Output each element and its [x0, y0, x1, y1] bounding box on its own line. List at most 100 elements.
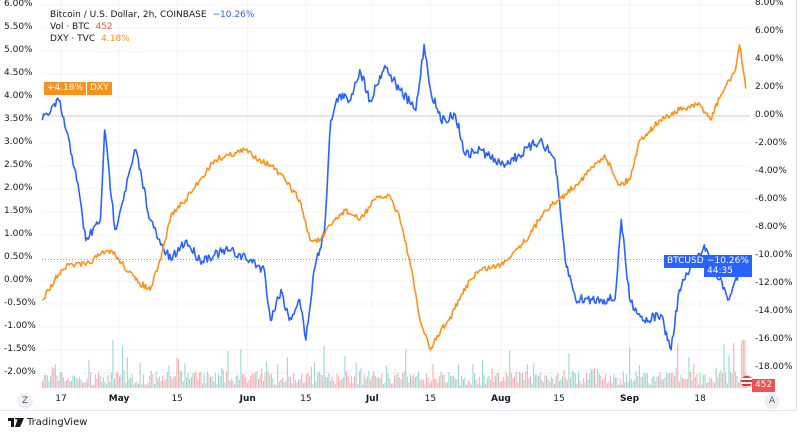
- volume-bar: [565, 377, 567, 388]
- volume-bar: [490, 380, 492, 388]
- volume-bar: [219, 376, 221, 388]
- auto-scale-button[interactable]: A: [764, 393, 780, 409]
- volume-bar: [637, 375, 639, 388]
- volume-bar: [722, 373, 724, 388]
- volume-bar: [648, 383, 650, 388]
- volume-bar: [354, 376, 356, 388]
- volume-bar: [272, 378, 274, 388]
- volume-bar: [634, 379, 636, 388]
- volume-bar: [718, 372, 720, 388]
- volume-bar: [274, 384, 276, 388]
- volume-bar: [224, 382, 226, 388]
- volume-bar: [125, 383, 127, 388]
- right-axis-tick: -16.00%: [755, 334, 793, 344]
- legend-volume[interactable]: Vol · BTC 452: [50, 21, 254, 33]
- volume-bar: [515, 371, 517, 388]
- legend-main-series[interactable]: Bitcoin / U.S. Dollar, 2h, COINBASE −10.2…: [50, 9, 254, 21]
- legend-compare-series[interactable]: DXY · TVC 4.18%: [50, 33, 254, 45]
- volume-bar: [486, 377, 488, 388]
- volume-bar: [450, 376, 452, 388]
- volume-bar: [237, 374, 239, 388]
- volume-bar: [712, 381, 714, 388]
- chart-plot-area[interactable]: [0, 0, 800, 410]
- volume-bar: [117, 371, 119, 388]
- volume-bar: [624, 382, 626, 388]
- volume-bar: [592, 369, 594, 388]
- volume-bar: [104, 381, 106, 388]
- volume-bar: [346, 371, 348, 388]
- volume-bar: [310, 366, 312, 388]
- dxy-value-tag: +4.18%: [44, 82, 87, 95]
- volume-bar: [373, 371, 375, 388]
- volume-bar: [586, 373, 588, 388]
- volume-bar: [387, 373, 389, 388]
- volume-bar: [578, 371, 580, 388]
- volume-bar: [318, 371, 320, 388]
- volume-bar: [488, 376, 490, 388]
- volume-bar: [616, 377, 618, 388]
- volume-bar: [539, 372, 541, 388]
- tradingview-logo[interactable]: TradingView: [8, 417, 87, 428]
- volume-bar: [579, 380, 581, 388]
- volume-bar: [350, 375, 352, 388]
- left-axis-tick: -0.50%: [4, 298, 36, 308]
- volume-bar: [165, 379, 167, 388]
- volume-bar: [48, 381, 50, 388]
- volume-bar: [536, 374, 538, 388]
- volume-bar: [290, 377, 292, 388]
- volume-bar: [717, 377, 719, 388]
- volume-bar: [214, 372, 216, 388]
- left-axis-tick: 5.50%: [4, 22, 33, 32]
- volume-bar: [240, 349, 242, 388]
- left-axis-tick: 5.00%: [4, 45, 33, 55]
- volume-bar: [413, 374, 415, 388]
- volume-bar: [514, 376, 516, 388]
- volume-bar: [738, 381, 740, 388]
- volume-bar: [259, 374, 261, 388]
- volume-bar: [392, 383, 394, 388]
- volume-bar: [531, 383, 533, 388]
- volume-bar: [85, 381, 87, 388]
- volume-bar: [179, 370, 181, 388]
- volume-bar: [632, 382, 634, 388]
- volume-bar: [685, 379, 687, 388]
- volume-bar: [611, 383, 613, 388]
- volume-bar: [349, 383, 351, 388]
- volume-bar: [566, 380, 568, 388]
- volume-bar: [304, 382, 306, 388]
- right-axis-tick: -14.00%: [755, 306, 793, 316]
- volume-bar: [182, 381, 184, 388]
- zoom-button[interactable]: Z: [17, 393, 33, 409]
- volume-bar: [630, 379, 632, 388]
- volume-bar: [157, 377, 159, 388]
- volume-bar: [341, 378, 343, 388]
- volume-bar: [672, 372, 674, 388]
- main-series-change: −10.26%: [212, 10, 255, 20]
- volume-bar: [600, 375, 602, 388]
- volume-bar: [605, 373, 607, 388]
- volume-bar: [138, 383, 140, 388]
- left-axis-tick: -1.50%: [4, 344, 36, 354]
- volume-bar: [667, 373, 669, 388]
- left-axis-tick: -2.00%: [4, 367, 36, 377]
- volume-bar: [302, 383, 304, 388]
- volume-bar: [582, 378, 584, 388]
- volume-bar: [678, 381, 680, 388]
- volume-bar: [386, 365, 388, 388]
- volume-bar: [58, 380, 60, 388]
- volume-bar: [570, 377, 572, 388]
- volume-bar: [61, 372, 63, 388]
- volume-bar: [635, 371, 637, 388]
- volume-bar: [645, 373, 647, 388]
- volume-bar: [725, 372, 727, 388]
- volume-bar: [693, 364, 695, 388]
- volume-bar: [533, 362, 535, 388]
- volume-bar: [557, 373, 559, 388]
- volume-bar: [654, 381, 656, 388]
- right-axis-tick: -6.00%: [755, 194, 787, 204]
- volume-bar: [136, 381, 138, 388]
- volume-bar: [234, 384, 236, 388]
- volume-bar: [421, 379, 423, 388]
- volume-bar: [134, 382, 136, 388]
- right-axis-tick: -12.00%: [755, 278, 793, 288]
